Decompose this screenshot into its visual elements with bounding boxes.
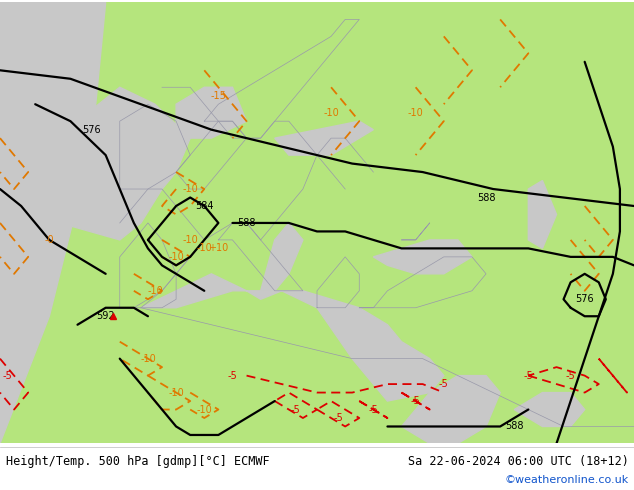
Polygon shape [373, 240, 472, 274]
Polygon shape [275, 121, 373, 155]
Text: 576: 576 [82, 124, 101, 135]
Text: -5: -5 [439, 379, 449, 389]
Text: -10: -10 [168, 252, 184, 262]
Text: -10: -10 [197, 244, 212, 253]
Polygon shape [261, 223, 303, 291]
Text: -5: -5 [2, 370, 12, 381]
Text: -10: -10 [168, 388, 184, 397]
Polygon shape [0, 87, 190, 240]
Polygon shape [0, 2, 106, 443]
Text: -10: -10 [183, 235, 198, 245]
Text: -10: -10 [140, 354, 156, 364]
Text: -5: -5 [291, 405, 301, 415]
Text: ©weatheronline.co.uk: ©weatheronline.co.uk [505, 475, 629, 485]
Text: 588: 588 [237, 218, 256, 228]
Text: -10: -10 [323, 108, 339, 118]
Text: 576: 576 [576, 294, 594, 304]
Text: -10: -10 [408, 108, 424, 118]
Text: -5: -5 [566, 370, 576, 381]
Text: -5: -5 [524, 370, 533, 381]
Polygon shape [176, 87, 247, 138]
Polygon shape [514, 392, 585, 426]
Text: -0: -0 [44, 235, 54, 245]
Text: Height/Temp. 500 hPa [gdmp][°C] ECMWF: Height/Temp. 500 hPa [gdmp][°C] ECMWF [6, 455, 269, 468]
Polygon shape [401, 376, 500, 443]
Text: -10: -10 [147, 286, 163, 296]
Text: 588: 588 [477, 193, 495, 202]
Text: +10: +10 [208, 244, 228, 253]
Polygon shape [528, 180, 557, 248]
Text: 592: 592 [96, 311, 115, 321]
Polygon shape [141, 274, 444, 401]
Text: 584: 584 [195, 201, 214, 211]
Text: -5: -5 [333, 413, 343, 423]
Text: -5: -5 [411, 396, 420, 406]
Text: -5: -5 [368, 405, 378, 415]
Text: -15: -15 [210, 91, 226, 101]
Text: -10: -10 [183, 184, 198, 194]
Text: -10: -10 [197, 405, 212, 415]
Text: Sa 22-06-2024 06:00 UTC (18+12): Sa 22-06-2024 06:00 UTC (18+12) [408, 455, 629, 468]
Text: 588: 588 [505, 421, 524, 432]
Text: -5: -5 [228, 370, 237, 381]
